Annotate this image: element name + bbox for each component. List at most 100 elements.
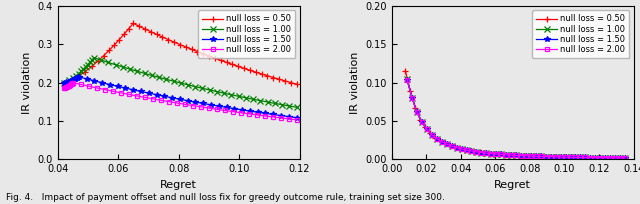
null loss = 1.00 bbox=[591, 156, 599, 159]
null loss = 0.50 bbox=[412, 107, 419, 109]
null loss = 1.00 bbox=[586, 156, 594, 159]
null loss = 1.50 bbox=[73, 77, 81, 79]
null loss = 2.00 bbox=[197, 106, 205, 108]
null loss = 0.50 bbox=[472, 150, 479, 153]
null loss = 1.00 bbox=[566, 156, 574, 159]
null loss = 1.50 bbox=[70, 78, 77, 81]
null loss = 2.00 bbox=[512, 154, 520, 157]
null loss = 2.00 bbox=[596, 156, 604, 159]
null loss = 0.50 bbox=[264, 74, 271, 77]
null loss = 2.00 bbox=[237, 111, 244, 114]
null loss = 1.00 bbox=[602, 156, 609, 159]
null loss = 0.50 bbox=[522, 155, 529, 157]
null loss = 0.50 bbox=[467, 150, 474, 152]
null loss = 2.00 bbox=[63, 86, 70, 89]
null loss = 0.50 bbox=[159, 36, 166, 38]
null loss = 1.50 bbox=[292, 116, 300, 119]
null loss = 1.00 bbox=[472, 151, 480, 153]
null loss = 2.00 bbox=[157, 99, 164, 101]
null loss = 2.00 bbox=[497, 153, 505, 156]
null loss = 1.00 bbox=[156, 76, 163, 79]
null loss = 2.00 bbox=[566, 156, 574, 159]
null loss = 2.00 bbox=[418, 121, 426, 124]
null loss = 1.00 bbox=[418, 121, 426, 124]
null loss = 1.00 bbox=[547, 155, 554, 158]
null loss = 2.00 bbox=[63, 85, 71, 88]
null loss = 1.00 bbox=[582, 156, 589, 159]
null loss = 2.00 bbox=[67, 83, 74, 86]
null loss = 0.50 bbox=[228, 63, 236, 66]
null loss = 1.00 bbox=[191, 85, 199, 88]
null loss = 2.00 bbox=[77, 83, 84, 86]
null loss = 0.50 bbox=[240, 67, 248, 70]
null loss = 2.00 bbox=[269, 116, 276, 118]
null loss = 2.00 bbox=[616, 157, 624, 159]
null loss = 1.50 bbox=[67, 79, 75, 82]
null loss = 0.50 bbox=[401, 70, 409, 72]
null loss = 1.00 bbox=[621, 157, 628, 159]
null loss = 2.00 bbox=[408, 96, 416, 99]
null loss = 1.50 bbox=[230, 108, 238, 110]
null loss = 1.50 bbox=[433, 137, 441, 140]
null loss = 2.00 bbox=[68, 82, 76, 85]
null loss = 1.50 bbox=[207, 104, 215, 106]
null loss = 1.50 bbox=[63, 81, 70, 83]
null loss = 1.00 bbox=[292, 106, 300, 109]
null loss = 1.50 bbox=[497, 153, 505, 156]
null loss = 0.50 bbox=[456, 147, 464, 150]
X-axis label: Regret: Regret bbox=[160, 180, 197, 190]
null loss = 2.00 bbox=[468, 150, 476, 152]
null loss = 2.00 bbox=[492, 153, 500, 155]
null loss = 0.50 bbox=[486, 152, 494, 155]
null loss = 0.50 bbox=[147, 30, 155, 33]
null loss = 0.50 bbox=[596, 156, 604, 159]
null loss = 1.00 bbox=[278, 103, 286, 106]
Legend: null loss = 0.50, null loss = 1.00, null loss = 1.50, null loss = 2.00: null loss = 0.50, null loss = 1.00, null… bbox=[198, 10, 296, 58]
null loss = 1.00 bbox=[198, 87, 206, 90]
null loss = 1.00 bbox=[492, 153, 500, 155]
null loss = 1.50 bbox=[99, 81, 106, 84]
Line: null loss = 2.00: null loss = 2.00 bbox=[405, 78, 627, 160]
null loss = 1.50 bbox=[176, 98, 184, 101]
null loss = 2.00 bbox=[428, 133, 436, 136]
null loss = 2.00 bbox=[69, 81, 77, 84]
null loss = 0.50 bbox=[176, 43, 184, 46]
null loss = 2.00 bbox=[606, 157, 614, 159]
null loss = 1.50 bbox=[262, 112, 269, 115]
null loss = 0.50 bbox=[188, 48, 195, 51]
null loss = 0.50 bbox=[287, 81, 294, 84]
null loss = 1.50 bbox=[65, 80, 72, 83]
null loss = 1.50 bbox=[502, 154, 510, 156]
null loss = 1.50 bbox=[72, 77, 79, 80]
null loss = 2.00 bbox=[173, 102, 180, 104]
Y-axis label: IR violation: IR violation bbox=[22, 51, 32, 114]
null loss = 1.50 bbox=[443, 143, 451, 145]
null loss = 0.50 bbox=[586, 156, 594, 159]
null loss = 2.00 bbox=[260, 115, 268, 117]
null loss = 0.50 bbox=[406, 90, 414, 92]
null loss = 2.00 bbox=[458, 148, 465, 150]
null loss = 1.50 bbox=[468, 150, 476, 152]
null loss = 0.50 bbox=[73, 76, 81, 79]
null loss = 2.00 bbox=[68, 82, 76, 84]
null loss = 2.00 bbox=[228, 110, 236, 113]
null loss = 1.00 bbox=[413, 111, 421, 114]
null loss = 0.50 bbox=[591, 156, 599, 159]
null loss = 2.00 bbox=[60, 87, 67, 90]
null loss = 2.00 bbox=[149, 98, 157, 100]
null loss = 1.50 bbox=[60, 81, 67, 84]
null loss = 1.50 bbox=[572, 156, 579, 159]
null loss = 1.00 bbox=[572, 156, 579, 159]
Y-axis label: IR violation: IR violation bbox=[349, 51, 360, 114]
null loss = 2.00 bbox=[602, 156, 609, 159]
null loss = 1.00 bbox=[206, 89, 214, 91]
Line: null loss = 0.50: null loss = 0.50 bbox=[61, 21, 300, 87]
null loss = 0.50 bbox=[106, 49, 113, 51]
Line: null loss = 2.00: null loss = 2.00 bbox=[61, 81, 299, 122]
null loss = 2.00 bbox=[508, 154, 515, 156]
null loss = 1.50 bbox=[75, 76, 83, 78]
null loss = 1.00 bbox=[403, 78, 411, 80]
null loss = 0.50 bbox=[211, 57, 219, 59]
null loss = 1.00 bbox=[163, 78, 170, 81]
null loss = 1.50 bbox=[129, 89, 137, 91]
